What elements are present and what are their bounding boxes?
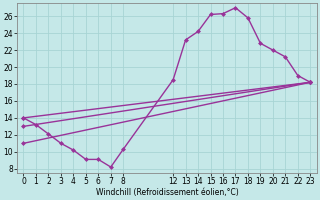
X-axis label: Windchill (Refroidissement éolien,°C): Windchill (Refroidissement éolien,°C) [96, 188, 238, 197]
